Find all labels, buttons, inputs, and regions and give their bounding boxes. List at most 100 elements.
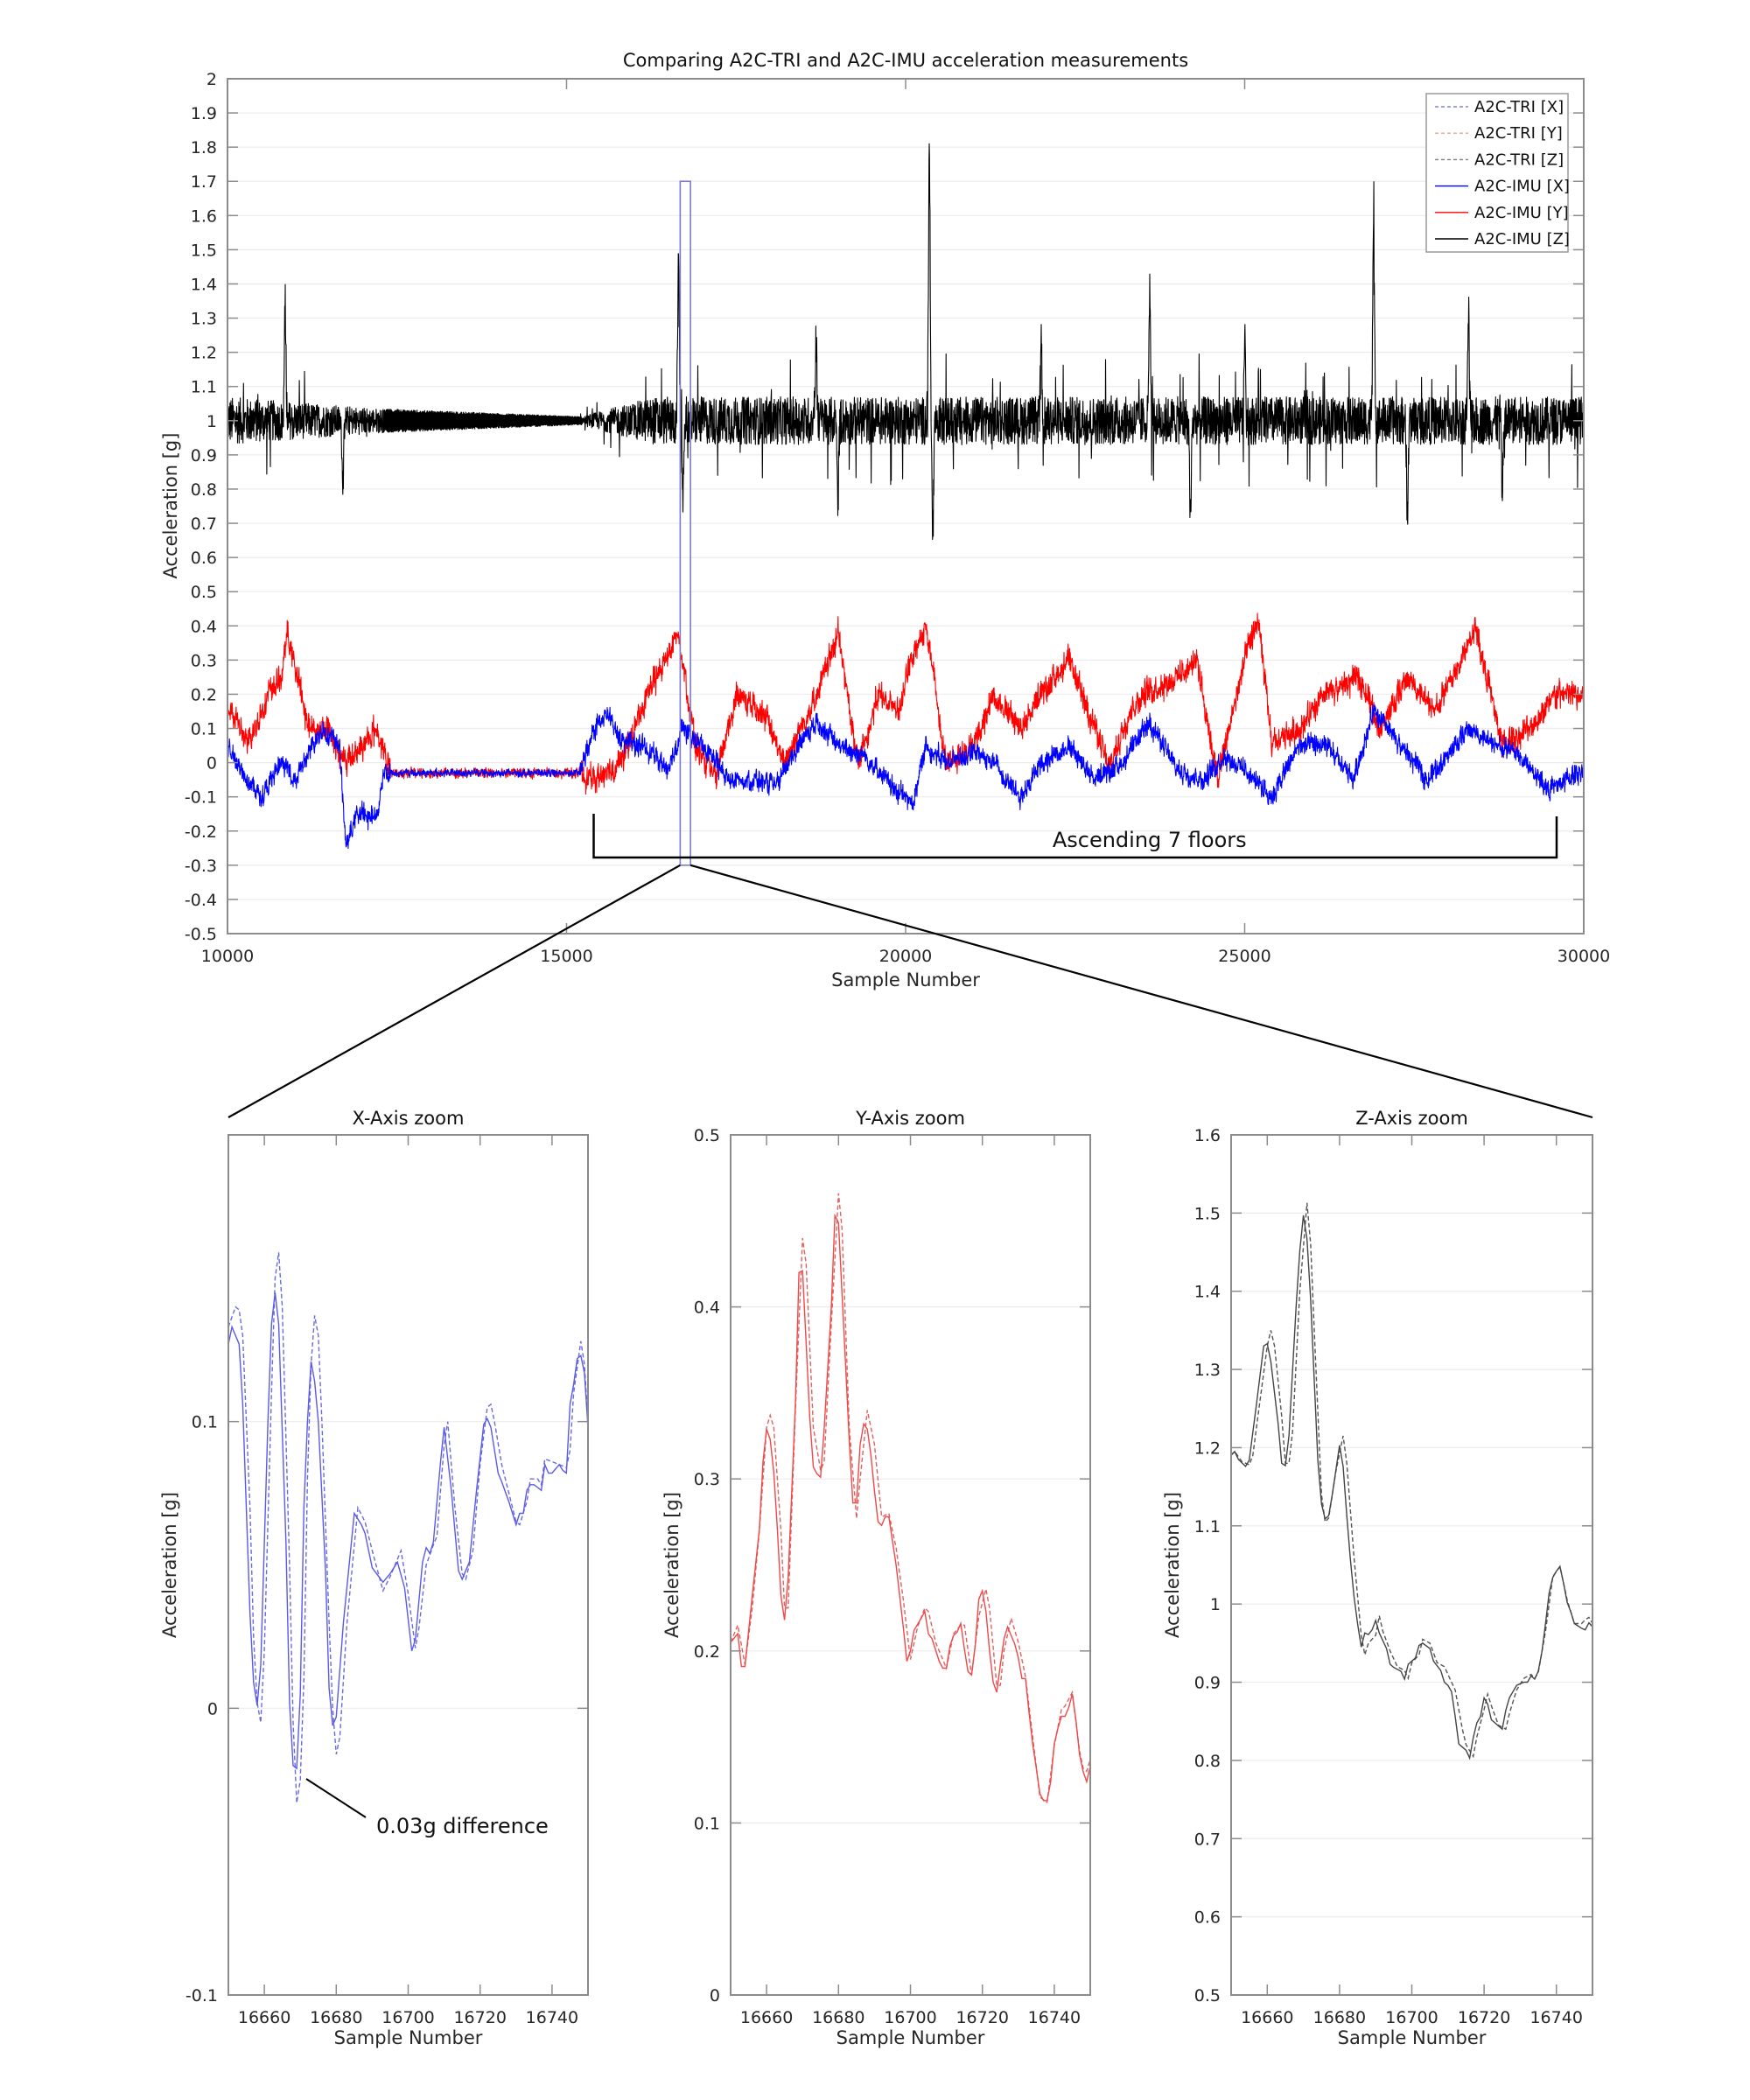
y-tick-label: 1.6 xyxy=(1194,1126,1221,1145)
y-tick-label: 0.1 xyxy=(694,1814,720,1833)
zoom-connector-left xyxy=(228,864,681,1118)
y-tick-label: 0.8 xyxy=(1194,1752,1221,1771)
subplot-ylabel: Acceleration [g] xyxy=(1162,1492,1183,1638)
legend-label: A2C-TRI [Z] xyxy=(1474,150,1564,169)
subplot-title: X-Axis zoom xyxy=(353,1108,465,1129)
y-tick-label: 0 xyxy=(206,754,217,774)
subplot-xlabel: Sample Number xyxy=(1338,2027,1487,2048)
x-tick-label: 16660 xyxy=(238,2008,290,2027)
series-line-a2c-tri-z xyxy=(1230,1202,1593,1759)
y-tick-label: 2 xyxy=(206,70,217,89)
subplot-title: Z-Axis zoom xyxy=(1355,1108,1468,1129)
y-tick-label: 1.6 xyxy=(191,206,217,226)
main-series xyxy=(227,143,1585,850)
x-tick-label: 20000 xyxy=(879,947,932,966)
subplot-y-axis: 0 0.1 0.2 0.3 0.4 0.5 16660 16680 16700 16720 1674… xyxy=(662,1108,1091,2048)
y-tick-label: -0.1 xyxy=(186,1986,218,2006)
x-tick-label: 16660 xyxy=(1241,2008,1293,2027)
y-tick-label: 0.3 xyxy=(694,1470,720,1489)
series-line-a2c-tri-y xyxy=(730,1193,1091,1804)
y-tick-label: 1.8 xyxy=(191,138,217,158)
series-line-imu-y xyxy=(227,612,1585,795)
subplot-ticks: 0.5 0.6 0.7 0.8 0.9 1 1.1 1.2 1.3 1.4 1.5 1.6 16660 1… xyxy=(1194,1126,1592,2027)
x-tick-label: 16700 xyxy=(382,2008,434,2027)
x-tick-label: 16680 xyxy=(310,2008,362,2027)
legend-label: A2C-IMU [Z] xyxy=(1474,230,1570,248)
y-tick-label: -0.3 xyxy=(185,857,217,876)
y-tick-label: 1.5 xyxy=(191,241,217,260)
subplot-ylabel: Acceleration [g] xyxy=(159,1492,180,1638)
y-tick-label: 1.1 xyxy=(1194,1517,1221,1536)
y-tick-label: 0.4 xyxy=(191,617,217,636)
main-title: Comparing A2C-TRI and A2C-IMU accelerati… xyxy=(623,50,1188,71)
zoom-subplots: -0.1 0 0.1 16660 16680 16700 16720 16740 X-Axis … xyxy=(159,1108,1593,2048)
x-tick-label: 16700 xyxy=(1385,2008,1438,2027)
y-tick-label: 0 xyxy=(207,1699,218,1718)
y-tick-label: 1.1 xyxy=(191,378,217,397)
x-tick-label: 30000 xyxy=(1558,947,1610,966)
subplot-x-axis: -0.1 0 0.1 16660 16680 16700 16720 16740 X-Axis … xyxy=(159,1108,589,2048)
main-xlabel: Sample Number xyxy=(831,970,980,990)
y-tick-label: 0 xyxy=(710,1986,720,2006)
y-tick-label: 0.3 xyxy=(191,651,217,670)
x-tick-label: 16740 xyxy=(1028,2008,1081,2027)
series-line-a2c-imu-y xyxy=(730,1213,1091,1802)
x-tick-label: 16740 xyxy=(526,2008,578,2027)
zoom-window-rect xyxy=(679,180,691,866)
y-tick-label: -0.1 xyxy=(185,788,217,808)
series-line-a2c-imu-x xyxy=(228,1292,589,1770)
x-tick-label: 16720 xyxy=(453,2008,506,2027)
y-tick-label: 0.5 xyxy=(694,1126,720,1145)
difference-annotation: 0.03g difference xyxy=(376,1814,549,1838)
subplot-series xyxy=(730,1193,1091,1804)
y-tick-label: 0.9 xyxy=(191,446,217,466)
legend-label: A2C-TRI [Y] xyxy=(1474,124,1563,143)
y-tick-label: 0.7 xyxy=(1194,1830,1221,1849)
subplot-series xyxy=(1230,1202,1593,1760)
x-tick-label: 16740 xyxy=(1530,2008,1582,2027)
subplot-grid xyxy=(731,1134,1090,1996)
subplot-axes-box xyxy=(730,1134,1091,1996)
zoom-connector-right xyxy=(690,864,1593,1119)
y-tick-label: 0.1 xyxy=(191,720,217,739)
y-tick-label: 1.9 xyxy=(191,104,217,123)
x-tick-label: 16700 xyxy=(884,2008,936,2027)
y-tick-label: 1.4 xyxy=(191,275,217,294)
subplot-title: Y-Axis zoom xyxy=(855,1108,965,1129)
y-tick-label: 0.9 xyxy=(1194,1674,1221,1693)
subplot-ticks: 0 0.1 0.2 0.3 0.4 0.5 16660 16680 16700 16720 1674… xyxy=(694,1126,1090,2027)
y-tick-label: 1.2 xyxy=(1194,1438,1221,1458)
y-tick-label: 1.3 xyxy=(1194,1361,1221,1380)
y-tick-label: 0.6 xyxy=(191,549,217,568)
subplot-z-axis: 0.5 0.6 0.7 0.8 0.9 1 1.1 1.2 1.3 1.4 1.5 1.6 16660 1… xyxy=(1162,1108,1593,2048)
y-tick-label: -0.4 xyxy=(185,891,217,910)
y-tick-label: 0.5 xyxy=(191,583,217,602)
series-line-a2c-imu-z xyxy=(1230,1214,1593,1760)
x-tick-label: 16680 xyxy=(1313,2008,1366,2027)
series-line-imu-x xyxy=(227,704,1585,850)
legend-label: A2C-IMU [Y] xyxy=(1474,204,1569,222)
series-line-a2c-tri-x xyxy=(228,1252,589,1803)
main-grid xyxy=(228,78,1584,934)
subplot-ylabel: Acceleration [g] xyxy=(662,1492,682,1638)
bracket-label: Ascending 7 floors xyxy=(1053,828,1247,852)
subplot-ticks: -0.1 0 0.1 16660 16680 16700 16720 16740 xyxy=(186,1135,588,2027)
x-tick-label: 16680 xyxy=(812,2008,864,2027)
series-line-imu-z xyxy=(227,143,1585,541)
subplot-grid xyxy=(228,1421,588,1996)
x-tick-label: 15000 xyxy=(540,947,592,966)
y-tick-label: 1 xyxy=(1210,1595,1221,1614)
subplot-xlabel: Sample Number xyxy=(836,2027,985,2048)
subplot-axes-box xyxy=(1230,1134,1593,1996)
x-tick-label: 25000 xyxy=(1218,947,1270,966)
y-tick-label: 0.6 xyxy=(1194,1908,1221,1928)
subplot-series xyxy=(228,1252,589,1803)
ascending-bracket: Ascending 7 floors xyxy=(592,814,1558,859)
main-ylabel: Acceleration [g] xyxy=(160,433,181,579)
y-tick-label: -0.2 xyxy=(185,822,217,842)
y-tick-label: 0.8 xyxy=(191,480,217,500)
x-tick-label: 10000 xyxy=(201,947,254,966)
y-tick-label: 1.4 xyxy=(1194,1283,1221,1302)
y-tick-label: 0.5 xyxy=(1194,1986,1221,2006)
main-plot: -0.5 -0.4 -0.3 -0.2 -0.1 0 0.1 0.2 0.3 0.4 0.5 0.6 0… xyxy=(160,50,1610,1119)
